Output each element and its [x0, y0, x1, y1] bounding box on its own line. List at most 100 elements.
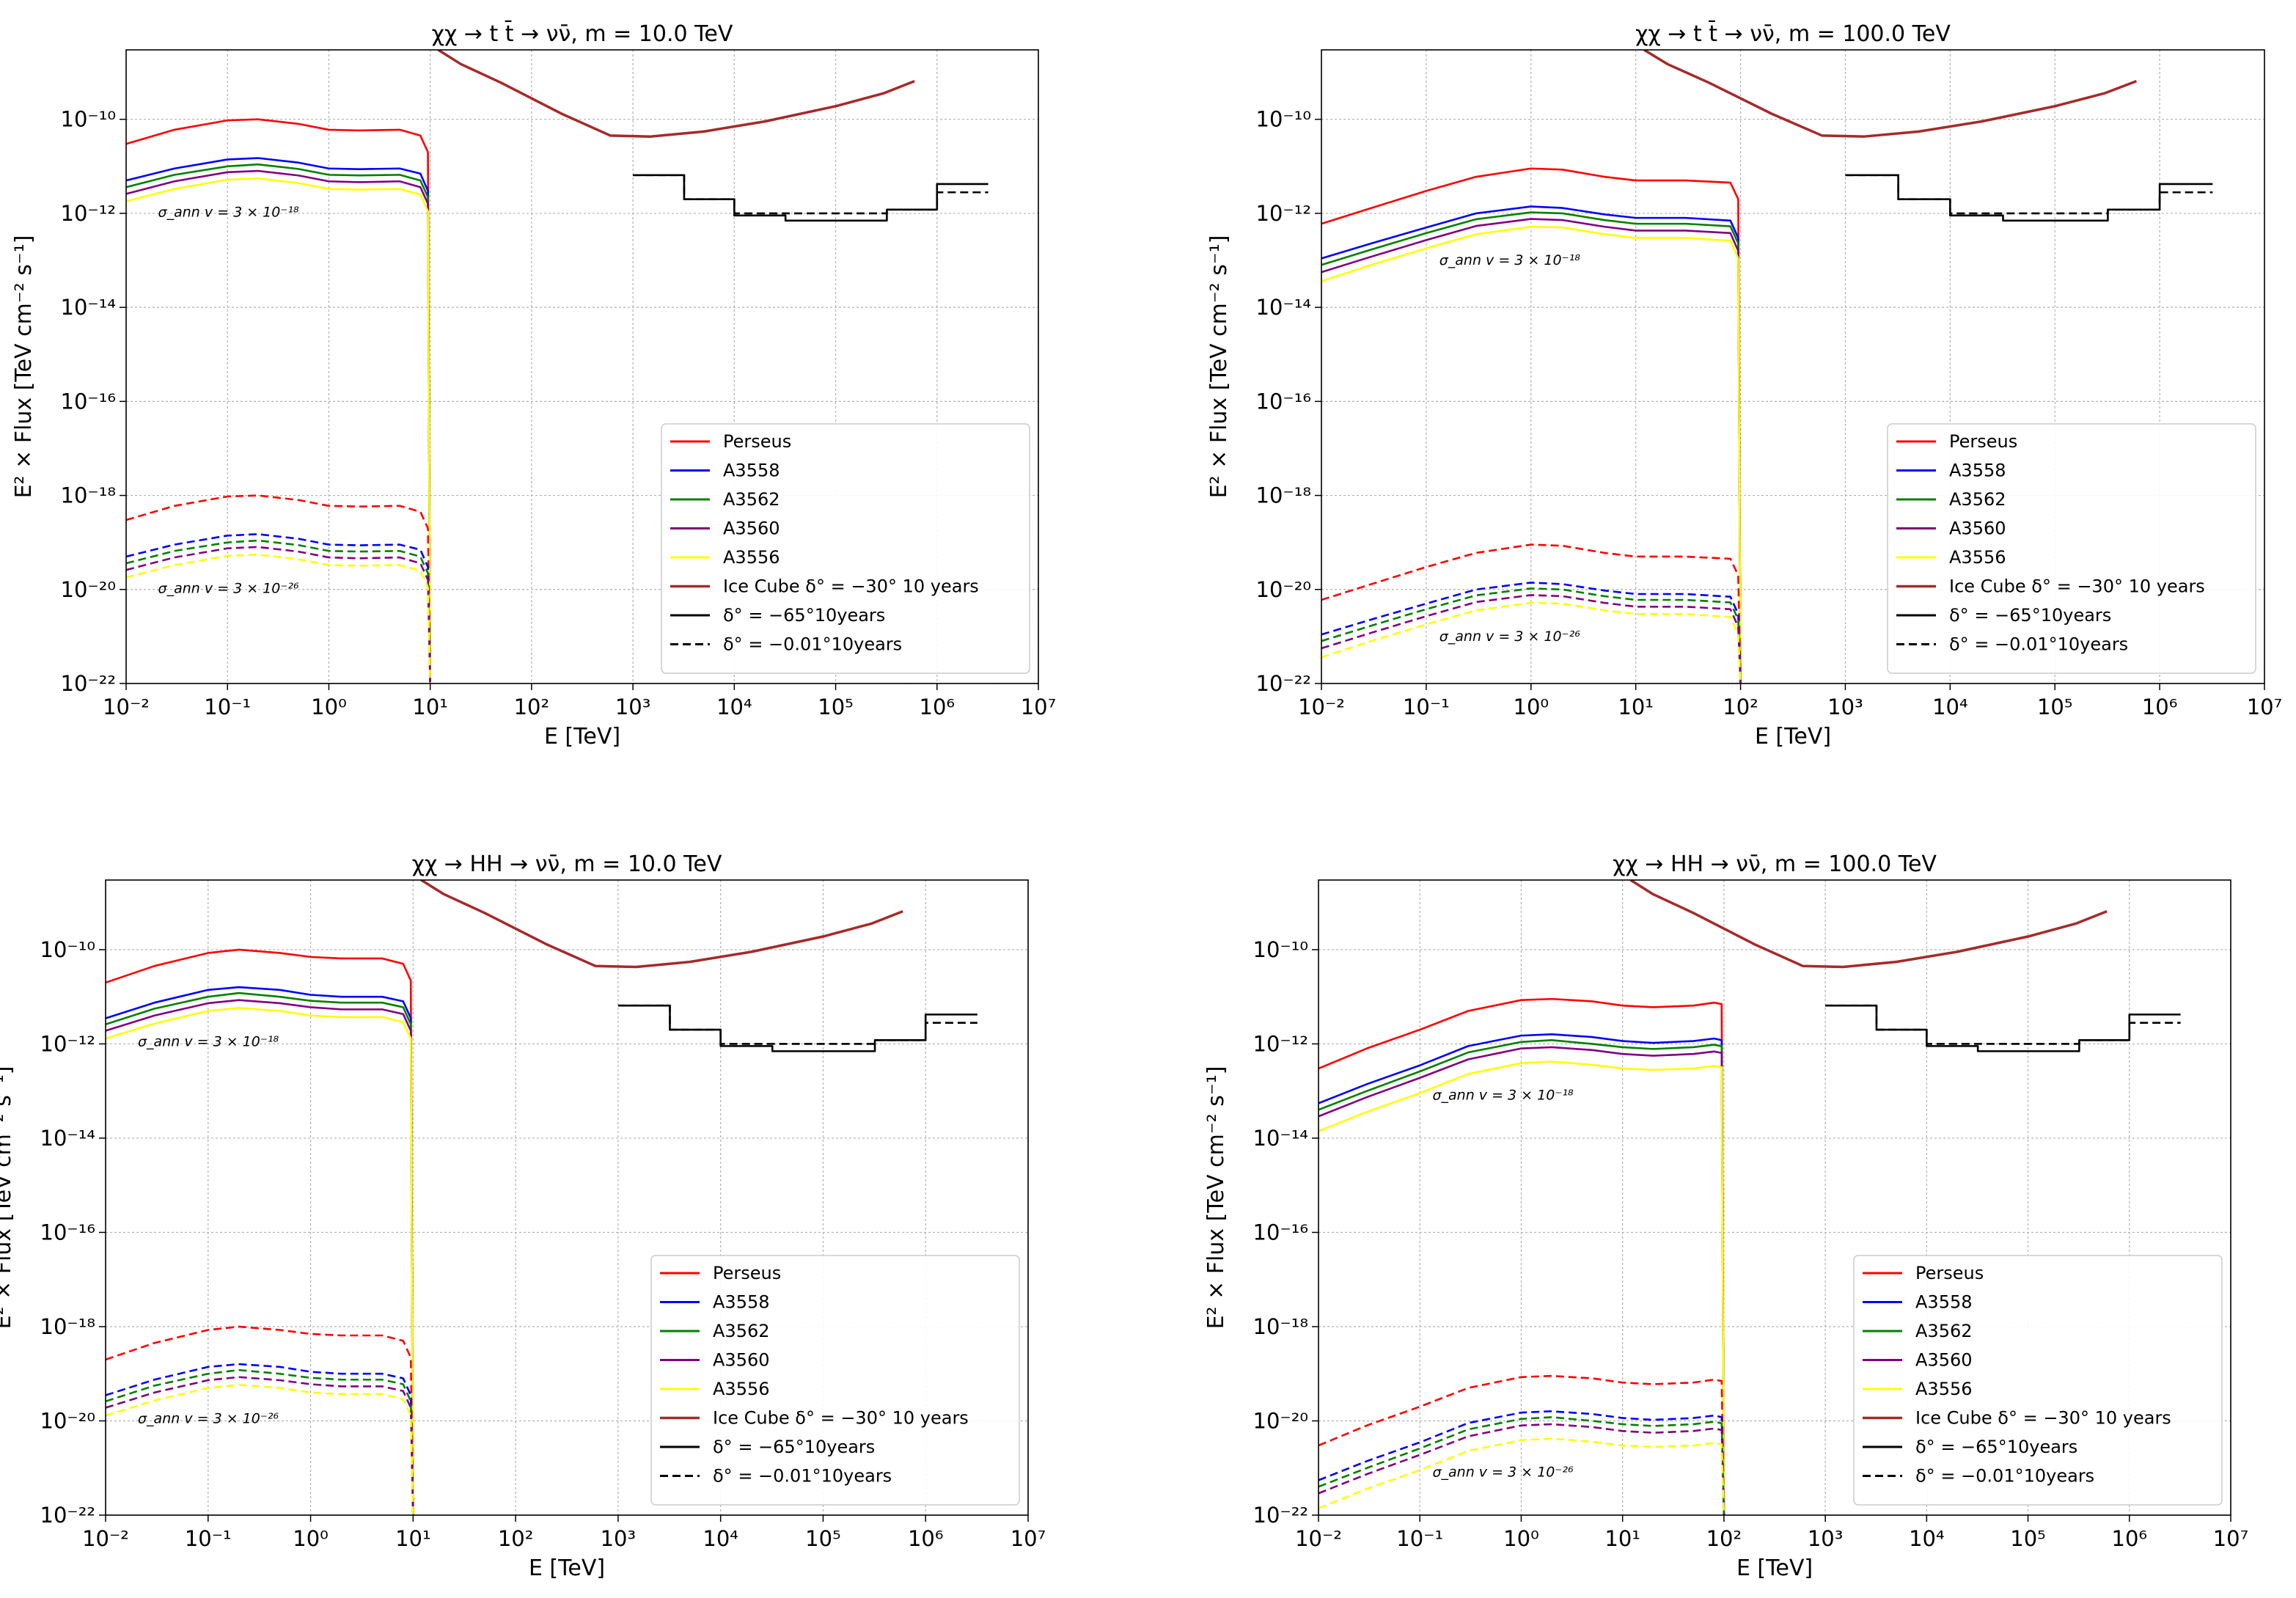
series-line	[126, 554, 431, 683]
legend-entry: Perseus	[723, 431, 791, 452]
legend-entry: δ° = −0.01°10years	[713, 1466, 892, 1487]
x-tick-label: 10²	[514, 694, 550, 719]
legend-entry: δ° = −65°10years	[713, 1437, 875, 1457]
series-line	[106, 986, 414, 1515]
y-tick-label: 10⁻²⁰	[1253, 1408, 1308, 1433]
series-line	[1318, 1060, 1725, 1515]
series-line	[126, 494, 431, 683]
chart-panel-1: 10⁻² 10⁻¹ 10⁰ 10¹ 10² 10³ 10⁴ 10⁵ 10⁶ 10⁷ 10⁻²² 10⁻…	[11, 21, 1056, 749]
legend-entry: δ° = −65°10years	[723, 605, 885, 626]
series-group	[1318, 880, 2181, 1515]
x-tick-label: 10⁶	[2142, 694, 2178, 719]
x-tick-label: 10⁴	[1909, 1526, 1945, 1551]
series-line	[106, 1376, 414, 1515]
x-tick-label: 10⁵	[818, 694, 854, 719]
annotation-sigma-low: σ_ann v = 3 × 10⁻²⁶	[1439, 628, 1580, 645]
x-tick-label: 10⁷	[1011, 1526, 1046, 1551]
y-tick-label: 10⁻¹⁴	[61, 295, 116, 320]
series-line	[1321, 601, 1742, 683]
series-line	[1321, 543, 1742, 683]
x-tick-label: 10³	[601, 1526, 637, 1551]
legend-entry: A3556	[1949, 547, 2006, 568]
series-line	[1318, 997, 1725, 1515]
annotation-sigma-high: σ_ann v = 3 × 10⁻¹⁸	[1433, 1088, 1574, 1104]
legend-entry: A3558	[1915, 1292, 1973, 1313]
y-tick-label: 10⁻¹⁰	[61, 107, 116, 132]
y-tick-label: 10⁻¹⁴	[1256, 295, 1311, 320]
series-line	[1321, 211, 1742, 683]
x-tick-label: 10⁻¹	[1396, 1526, 1443, 1551]
series-line	[106, 999, 414, 1515]
y-tick-label: 10⁻¹⁴	[40, 1126, 95, 1151]
x-tick-label: 10⁻²	[103, 694, 150, 719]
series-line	[437, 50, 915, 138]
plot-frame	[1318, 879, 2231, 1516]
legend-entry: δ° = −0.01°10years	[1949, 634, 2128, 655]
series-line	[106, 1363, 414, 1515]
series-line	[106, 1384, 414, 1515]
legend-box	[661, 423, 1030, 674]
legend: Perseus A3558 A3562 A3560 A3556 Ice Cube δ° =…	[1887, 423, 2256, 674]
legend-entry: Perseus	[1915, 1263, 1984, 1283]
annotation-sigma-high: σ_ann v = 3 × 10⁻¹⁸	[158, 204, 299, 220]
legend-entry: δ° = −0.01°10years	[1915, 1466, 2094, 1487]
plot-frame	[1321, 49, 2265, 684]
y-tick-label: 10⁻¹⁸	[1253, 1314, 1308, 1339]
legend-entry: Ice Cube δ° = −30° 10 years	[723, 576, 979, 597]
series-line	[126, 163, 431, 683]
y-tick-label: 10⁻¹⁸	[61, 483, 116, 508]
x-tick-label: 10²	[1706, 1526, 1742, 1551]
series-line	[126, 118, 431, 683]
x-tick-label: 10⁴	[716, 694, 752, 719]
annotation-sigma-low: σ_ann v = 3 × 10⁻²⁶	[158, 580, 299, 596]
series-line	[420, 880, 903, 969]
series-line	[106, 992, 414, 1515]
chart-panel-2: 10⁻² 10⁻¹ 10⁰ 10¹ 10² 10³ 10⁴ 10⁵ 10⁶ 10⁷ 10⁻²² 10⁻…	[1206, 21, 2282, 749]
x-tick-label: 10⁶	[920, 694, 956, 719]
x-tick-label: 10⁰	[311, 694, 347, 719]
annotation-sigma-high: σ_ann v = 3 × 10⁻¹⁸	[1439, 252, 1580, 268]
y-tick-label: 10⁻²²	[61, 671, 116, 696]
series-line	[126, 533, 431, 683]
x-tick-label: 10⁻¹	[1403, 694, 1450, 719]
series-line	[1321, 587, 1742, 683]
series-line	[1321, 218, 1742, 683]
series-line	[126, 177, 431, 683]
y-tick-label: 10⁻²⁰	[1256, 577, 1311, 602]
y-tick-label: 10⁻¹⁰	[1256, 107, 1311, 132]
y-tick-label: 10⁻²⁰	[61, 577, 116, 602]
series-line	[106, 1007, 414, 1515]
series-line	[1318, 1033, 1725, 1515]
x-tick-label: 10⁷	[1021, 694, 1057, 719]
chart-title: χχ → t t̄ → νν̄, m = 100.0 TeV	[1635, 21, 1951, 47]
legend-entry: A3558	[1949, 461, 2006, 481]
legend-entry: Perseus	[1949, 431, 2017, 452]
series-line	[1321, 225, 1742, 683]
series-group	[1321, 50, 2213, 683]
legend-box	[1887, 423, 2256, 674]
x-tick-label: 10⁷	[2247, 694, 2283, 719]
x-tick-label: 10⁰	[293, 1526, 329, 1551]
y-tick-label: 10⁻¹⁶	[1256, 389, 1311, 414]
y-axis-label: E² × Flux [TeV cm⁻² s⁻¹]	[11, 235, 37, 499]
y-tick-label: 10⁻¹²	[1256, 201, 1311, 226]
x-tick-label: 10³	[615, 694, 651, 719]
series-line	[1845, 174, 2213, 222]
x-tick-label: 10⁵	[2037, 694, 2073, 719]
chart-title: χχ → t t̄ → νν̄, m = 10.0 TeV	[432, 21, 733, 47]
y-tick-label: 10⁻¹⁶	[40, 1220, 95, 1245]
annotation-sigma-low: σ_ann v = 3 × 10⁻²⁶	[1433, 1465, 1574, 1481]
series-line	[1629, 880, 2108, 969]
legend-entry: A3558	[713, 1292, 770, 1313]
plot-frame	[125, 49, 1039, 684]
legend: Perseus A3558 A3562 A3560 A3556 Ice Cube δ° =…	[661, 423, 1030, 674]
legend-entry: δ° = −65°10years	[1949, 605, 2111, 626]
x-tick-label: 10⁻²	[1295, 1526, 1342, 1551]
x-axis-label: E [TeV]	[544, 724, 620, 749]
legend-entry: A3560	[1915, 1350, 1973, 1371]
x-axis-label: E [TeV]	[529, 1555, 605, 1581]
series-line	[126, 539, 431, 683]
x-tick-label: 10²	[498, 1526, 534, 1551]
x-tick-label: 10²	[1723, 694, 1758, 719]
series-line	[1825, 1004, 2181, 1045]
